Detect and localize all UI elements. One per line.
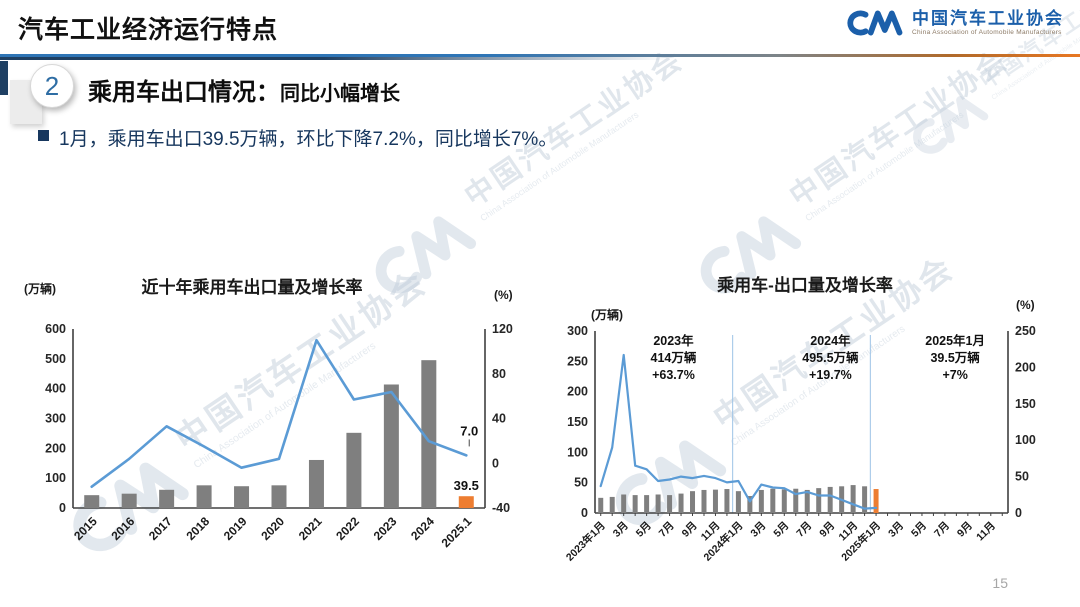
charts-row: 近十年乘用车出口量及增长率(万辆)(%)60050040030020010001… (0, 263, 1080, 593)
watermark-text-en: China Association of Automobile Manufact… (803, 72, 1021, 223)
svg-text:250: 250 (567, 354, 588, 368)
svg-text:300: 300 (45, 412, 66, 426)
svg-text:150: 150 (1015, 397, 1036, 411)
svg-text:2025年1月: 2025年1月 (925, 333, 985, 348)
svg-text:2023: 2023 (371, 514, 400, 543)
svg-text:0: 0 (59, 501, 66, 515)
svg-text:2023年1月: 2023年1月 (563, 519, 608, 564)
watermark-text-cn: 中国汽车工业协会 (780, 37, 1016, 215)
svg-text:39.5: 39.5 (454, 478, 479, 493)
svg-text:2021: 2021 (296, 514, 325, 543)
svg-text:2019: 2019 (221, 514, 250, 543)
svg-text:7月: 7月 (657, 520, 677, 540)
logo-name-cn: 中国汽车工业协会 (912, 10, 1064, 29)
svg-text:-40: -40 (492, 501, 510, 515)
svg-text:2016: 2016 (109, 514, 138, 543)
svg-text:39.5万辆: 39.5万辆 (930, 350, 980, 365)
header-divider-navy (0, 57, 1080, 60)
svg-text:5月: 5月 (634, 520, 654, 540)
svg-text:414万辆: 414万辆 (651, 350, 697, 365)
svg-text:+19.7%: +19.7% (809, 368, 852, 382)
svg-text:7月: 7月 (794, 520, 814, 540)
svg-text:2020: 2020 (258, 514, 287, 543)
svg-text:(%): (%) (1016, 298, 1035, 312)
svg-text:5月: 5月 (771, 520, 791, 540)
svg-text:近十年乘用车出口量及增长率: 近十年乘用车出口量及增长率 (142, 277, 363, 297)
svg-text:乘用车-出口量及增长率: 乘用车-出口量及增长率 (716, 275, 893, 295)
svg-text:0: 0 (492, 456, 499, 470)
svg-text:500: 500 (45, 352, 66, 366)
caam-logo-icon (840, 8, 904, 38)
svg-text:0: 0 (1015, 506, 1022, 520)
svg-text:250: 250 (1015, 324, 1036, 338)
svg-text:200: 200 (45, 441, 66, 455)
slide-header: 汽车工业经济运行特点 中国汽车工业协会 China Association of… (0, 0, 1080, 56)
svg-text:7.0: 7.0 (460, 423, 478, 438)
svg-text:5月: 5月 (909, 520, 929, 540)
svg-text:50: 50 (1015, 470, 1029, 484)
svg-text:100: 100 (567, 445, 588, 459)
svg-text:2015: 2015 (71, 514, 100, 543)
svg-text:200: 200 (1015, 360, 1036, 374)
page-title: 汽车工业经济运行特点 (18, 10, 278, 46)
slide: 中国汽车工业协会 China Association of Automobile… (0, 0, 1080, 607)
svg-text:100: 100 (45, 471, 66, 485)
caam-logo: 中国汽车工业协会 China Association of Automobile… (840, 8, 1064, 38)
logo-name-en: China Association of Automobile Manufact… (912, 29, 1064, 36)
chart-monthly-export: 乘用车-出口量及增长率(万辆)(%)3002502001501005002502… (555, 263, 1080, 588)
svg-text:100: 100 (1015, 433, 1036, 447)
svg-text:495.5万辆: 495.5万辆 (802, 350, 859, 365)
svg-text:2018: 2018 (183, 514, 212, 543)
svg-text:300: 300 (567, 324, 588, 338)
bullet-row: 1月，乘用车出口39.5万辆，环比下降7.2%，同比增长7%。 (38, 124, 557, 151)
svg-text:9月: 9月 (817, 520, 837, 540)
section-number: 2 (45, 71, 59, 102)
svg-text:120: 120 (492, 322, 513, 336)
chart-decade-export: 近十年乘用车出口量及增长率(万辆)(%)60050040030020010001… (10, 263, 540, 588)
bullet-marker-icon (38, 130, 49, 141)
page-number: 15 (992, 575, 1008, 591)
svg-text:+63.7%: +63.7% (652, 368, 695, 382)
bullet-text: 1月，乘用车出口39.5万辆，环比下降7.2%，同比增长7%。 (59, 124, 557, 151)
svg-text:200: 200 (567, 385, 588, 399)
chart-decade-export-svg: 近十年乘用车出口量及增长率(万辆)(%)60050040030020010001… (10, 263, 540, 588)
svg-text:2024年: 2024年 (810, 333, 851, 348)
section-number-badge: 2 (30, 64, 74, 108)
caam-watermark-icon (896, 85, 993, 168)
chart-monthly-export-svg: 乘用车-出口量及增长率(万辆)(%)3002502001501005002502… (555, 263, 1080, 588)
section-heading: 乘用车出口情况：同比小幅增长 (88, 72, 400, 107)
section-title: 乘用车出口情况： (88, 79, 280, 106)
svg-text:11月: 11月 (974, 520, 998, 544)
svg-text:9月: 9月 (680, 520, 700, 540)
svg-text:(万辆): (万辆) (591, 307, 623, 322)
svg-text:2024: 2024 (408, 514, 437, 543)
svg-text:3月: 3月 (886, 520, 906, 540)
svg-text:(万辆): (万辆) (24, 281, 56, 296)
svg-text:2025.1: 2025.1 (439, 514, 475, 550)
svg-text:+7%: +7% (942, 368, 967, 382)
svg-text:2023年: 2023年 (653, 333, 694, 348)
svg-text:3月: 3月 (611, 520, 631, 540)
svg-text:50: 50 (574, 476, 588, 490)
svg-text:0: 0 (581, 506, 588, 520)
svg-text:80: 80 (492, 367, 506, 381)
svg-text:(%): (%) (494, 288, 513, 302)
svg-text:2017: 2017 (146, 514, 175, 543)
left-accent-bar (0, 61, 8, 95)
svg-text:600: 600 (45, 322, 66, 336)
svg-text:2022: 2022 (333, 514, 362, 543)
svg-text:9月: 9月 (955, 520, 975, 540)
section-subtitle: 同比小幅增长 (280, 83, 400, 105)
svg-text:150: 150 (567, 415, 588, 429)
svg-text:7月: 7月 (932, 520, 952, 540)
svg-text:3月: 3月 (748, 520, 768, 540)
svg-text:400: 400 (45, 382, 66, 396)
svg-text:40: 40 (492, 412, 506, 426)
